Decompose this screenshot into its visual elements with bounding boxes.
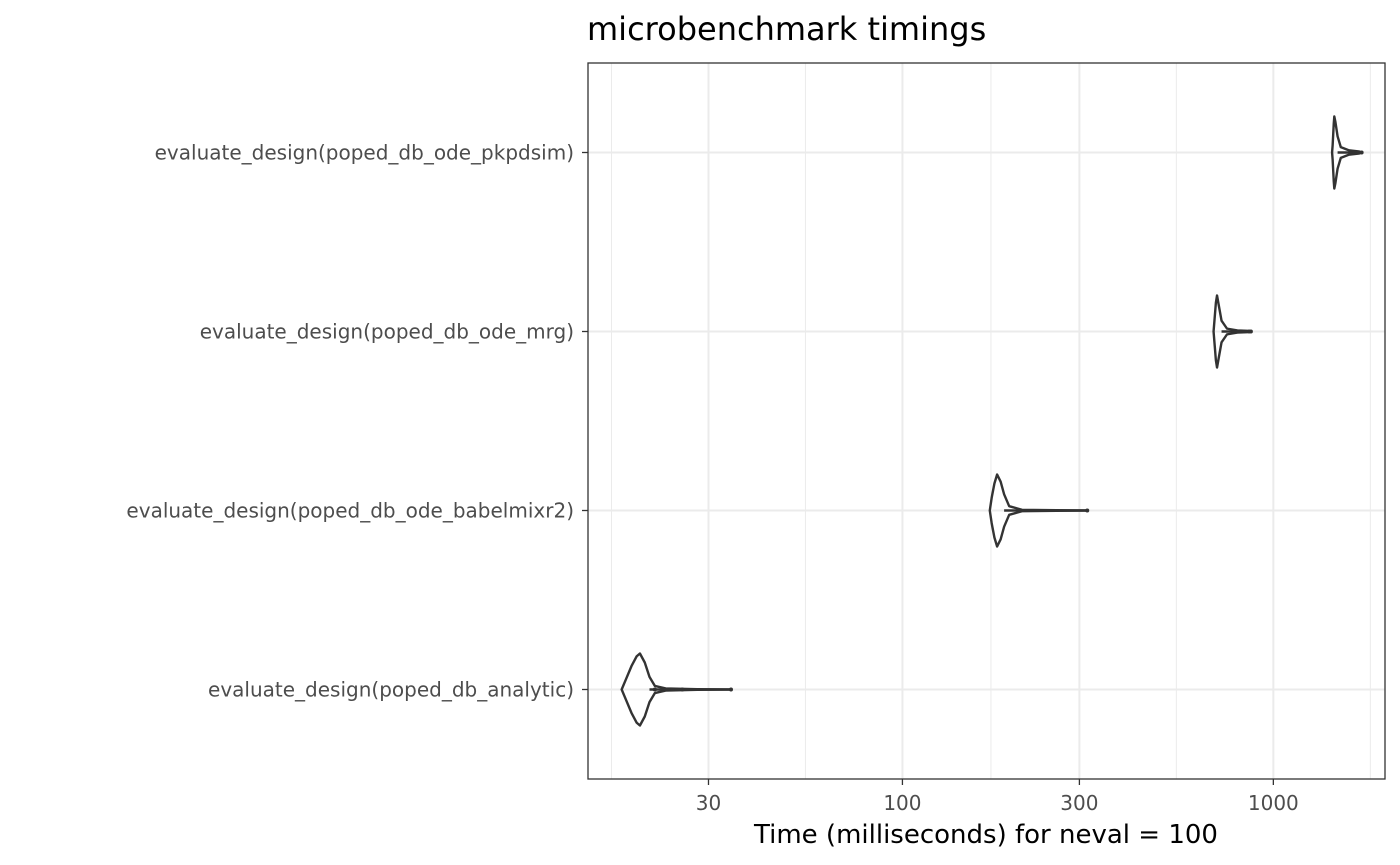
x-tick-label: 1000 [1248,791,1299,815]
outlier-point [652,687,657,692]
major-gridlines [588,63,1385,779]
x-tick-label: 30 [696,791,721,815]
y-tick-label: evaluate_design(poped_db_ode_babelmixr2) [126,499,574,523]
minor-gridlines [611,63,1371,779]
outlier-point [1248,329,1253,334]
chart-title: microbenchmark timings [587,10,986,48]
outlier-point [1352,150,1357,155]
outlier-point [1356,150,1361,155]
plot-panel [587,62,1386,780]
y-axis: evaluate_design(poped_db_ode_pkpdsim)eva… [126,141,588,702]
outlier-point [1085,508,1090,513]
violins [620,115,1364,727]
x-tick-label: 300 [1060,791,1098,815]
outlier-point [680,687,685,692]
panel-border [587,62,1386,780]
outlier-point [1359,150,1364,155]
x-tick-label: 100 [883,791,921,815]
outlier-point [670,687,675,692]
x-axis-label: Time (milliseconds) for neval = 100 [753,820,1218,850]
x-axis: 30 100 300 1000 [696,779,1299,815]
outlier-point [728,687,733,692]
y-tick-label: evaluate_design(poped_db_analytic) [208,678,574,702]
y-tick-label: evaluate_design(poped_db_ode_mrg) [200,320,574,344]
y-tick-label: evaluate_design(poped_db_ode_pkpdsim) [155,141,574,165]
